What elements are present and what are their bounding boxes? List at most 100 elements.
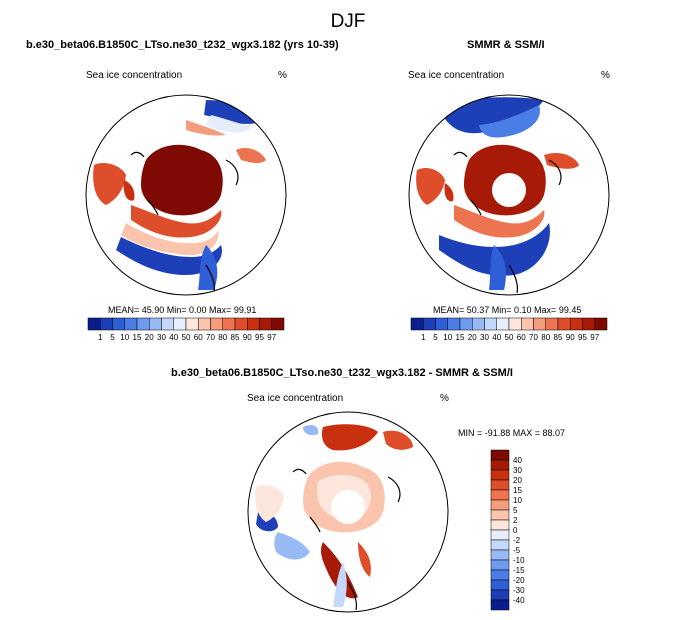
panel-2-colorbar-tick-label: 60 <box>517 333 526 342</box>
panel-2-colorbar-swatch <box>435 317 448 331</box>
panel-1-colorbar-swatch <box>87 317 101 331</box>
panel-1-colorbar-tick-label: 95 <box>255 333 264 342</box>
panel-3-colorbar-tick-label: -15 <box>513 566 525 575</box>
panel-1-colorbar: 1 5 10 15 20 30 40 50 60 70 80 85 90 95 97 <box>87 317 285 342</box>
panel-3-map <box>247 411 449 613</box>
panel-3-colorbar-tick-label: 20 <box>513 476 522 485</box>
panel-3-stats: MIN = -91.88 MAX = 88.07 <box>458 428 566 438</box>
panel-2-colorbar-tick-label: 15 <box>456 333 465 342</box>
panel-3-title: b.e30_beta06.B1850C_LTso.ne30_t232_wgx3.… <box>171 367 513 379</box>
panel-2-colorbar-swatch <box>484 317 497 331</box>
panel-3-colorbar-swatch <box>490 489 510 501</box>
panel-1-colorbar-swatch <box>136 317 150 331</box>
panel-1-colorbar-swatch <box>222 317 236 331</box>
panel-3-colorbar-swatch <box>490 599 510 611</box>
panel-3-colorbar-swatch <box>490 589 510 601</box>
panel-1-colorbar-swatch <box>124 317 138 331</box>
panel-1-left-label: Sea ice concentration <box>86 70 183 81</box>
panel-2-colorbar-tick-label: 80 <box>541 333 550 342</box>
panel-1-colorbar-tick-label: 60 <box>194 333 203 342</box>
panel-2-colorbar-tick-label: 20 <box>468 333 477 342</box>
panel-1-colorbar-swatch <box>173 317 187 331</box>
panel-2-colorbar-tick-label: 5 <box>433 333 438 342</box>
panel-3-colorbar-tick-label: 5 <box>513 506 518 515</box>
panel-1-colorbar-tick-label: 5 <box>110 333 115 342</box>
panel-3-colorbar-swatch <box>490 579 510 591</box>
panel-3-colorbar-swatch <box>490 479 510 491</box>
panel-1-colorbar-tick-label: 15 <box>133 333 142 342</box>
panel-1-colorbar-swatch <box>234 317 248 331</box>
panel-1-stats: MEAN= 45.90 Min= 0.00 Max= 99.91 <box>108 305 257 315</box>
panel-3-colorbar-tick-label: 30 <box>513 466 522 475</box>
panel-1-colorbar-tick-label: 90 <box>243 333 252 342</box>
panel-2-colorbar-swatch <box>594 317 608 331</box>
panel-2-colorbar-swatch <box>521 317 534 331</box>
panel-1-map <box>85 94 287 296</box>
panel-1-colorbar-swatch <box>185 317 199 331</box>
panel-3-colorbar-tick-label: 2 <box>513 516 518 525</box>
panel-3-colorbar-tick-label: -40 <box>513 596 525 605</box>
panel-2-colorbar-tick-label: 50 <box>505 333 514 342</box>
panel-3-colorbar-swatch <box>490 459 510 471</box>
panel-2-map <box>408 94 610 296</box>
panel-2-colorbar-tick-label: 70 <box>529 333 538 342</box>
panel-2-colorbar-tick-label: 95 <box>578 333 587 342</box>
panel-1-colorbar-swatch <box>100 317 113 331</box>
panel-3-colorbar-swatch <box>490 549 510 561</box>
panel-1-colorbar-tick-label: 30 <box>157 333 166 342</box>
panel-1-colorbar-swatch <box>161 317 174 331</box>
panel-3-left-label: Sea ice concentration <box>247 393 344 404</box>
panel-1-colorbar-swatch <box>259 317 272 331</box>
panel-1-title: b.e30_beta06.B1850C_LTso.ne30_t232_wgx3.… <box>26 39 339 51</box>
panel-1-colorbar-swatch <box>247 317 260 331</box>
panel-2-unit-label: % <box>601 70 610 81</box>
panel-3-colorbar-swatch <box>490 449 510 461</box>
panel-1-colorbar-tick-label: 40 <box>169 333 178 342</box>
panel-1-colorbar-tick-label: 70 <box>206 333 215 342</box>
panel-2-colorbar-swatch <box>570 317 583 331</box>
panel-3-colorbar-swatch <box>490 539 510 551</box>
panel-3-colorbar-swatch <box>490 519 510 531</box>
panel-3-colorbar-tick-label: 10 <box>513 496 522 505</box>
panel-1-colorbar-tick-label: 80 <box>218 333 227 342</box>
figure-title: DJF <box>330 11 366 32</box>
panel-1-colorbar-swatch <box>112 317 125 331</box>
panel-2-colorbar-swatch <box>472 317 485 331</box>
panel-1-colorbar-tick-label: 10 <box>120 333 129 342</box>
panel-3-colorbar-swatch <box>490 469 510 481</box>
panel-2-colorbar-swatch <box>496 317 510 331</box>
panel-2-colorbar: 1 5 10 15 20 30 40 50 60 70 80 85 90 95 97 <box>410 317 608 342</box>
panel-3-colorbar-tick-label: 15 <box>513 486 522 495</box>
panel-3-colorbar-tick-label: -30 <box>513 586 525 595</box>
panel-1-colorbar-tick-label: 20 <box>145 333 154 342</box>
panel-1-colorbar-swatch <box>271 317 285 331</box>
panel-3-colorbar-swatch <box>490 499 510 511</box>
panel-1-colorbar-tick-label: 50 <box>182 333 191 342</box>
panel-2-colorbar-tick-label: 40 <box>492 333 501 342</box>
panel-2-colorbar-tick-label: 10 <box>443 333 452 342</box>
panel-3-colorbar-tick-label: -10 <box>513 556 525 565</box>
panel-3-unit-label: % <box>440 393 449 404</box>
panel-1-colorbar-tick-label: 85 <box>231 333 240 342</box>
panel-1-colorbar-tick-label: 97 <box>267 333 276 342</box>
panel-2-colorbar-swatch <box>557 317 571 331</box>
panel-3-colorbar-swatch <box>490 569 510 581</box>
panel-3-colorbar-tick-label: 0 <box>513 526 518 535</box>
panel-3-colorbar-tick-label: -5 <box>513 546 521 555</box>
panel-2-colorbar-swatch <box>545 317 559 331</box>
panel-2-colorbar-swatch <box>459 317 473 331</box>
panel-2-colorbar-swatch <box>423 317 436 331</box>
panel-2-colorbar-swatch <box>582 317 595 331</box>
panel-2-colorbar-swatch <box>508 317 522 331</box>
panel-2-colorbar-tick-label: 97 <box>590 333 599 342</box>
panel-3-colorbar-swatch <box>490 509 510 521</box>
panel-3-colorbar-tick-label: -2 <box>513 536 521 545</box>
panel-3-colorbar-swatch <box>490 559 510 571</box>
panel-2-left-label: Sea ice concentration <box>408 70 505 81</box>
panel-1-colorbar-swatch <box>198 317 211 331</box>
panel-1-unit-label: % <box>278 70 287 81</box>
panel-2-colorbar-tick-label: 1 <box>421 333 426 342</box>
panel-3-colorbar-tick-label: -20 <box>513 576 525 585</box>
panel-3-colorbar-tick-label: 40 <box>513 456 522 465</box>
